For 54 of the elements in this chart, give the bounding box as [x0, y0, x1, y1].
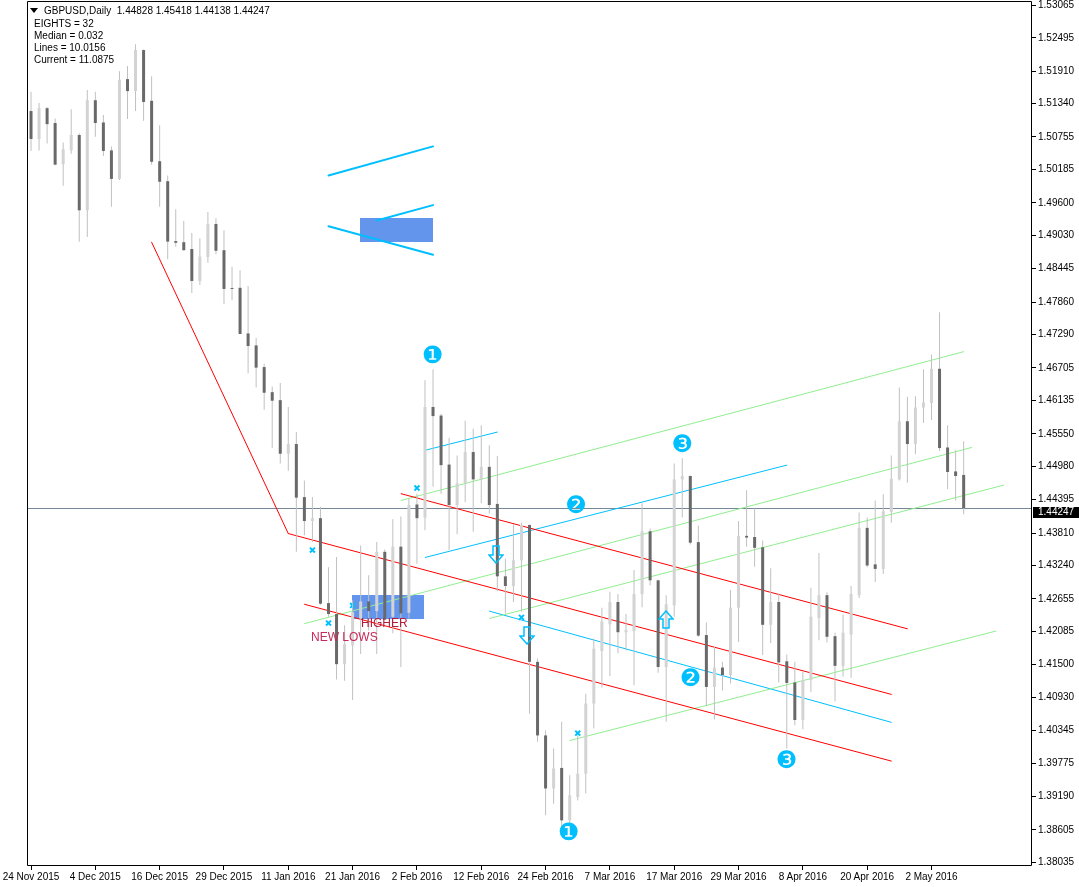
y-tick-label: 1.46705 [1038, 361, 1075, 373]
annotation: ❸ [775, 746, 798, 775]
x-tick-label: 17 Mar 2016 [646, 870, 703, 882]
y-tick-label: 1.48445 [1038, 262, 1075, 274]
y-tick-label: 1.44980 [1038, 460, 1075, 472]
x-tick-label: 2 May 2016 [905, 870, 959, 882]
y-tick-label: 1.50755 [1038, 130, 1075, 142]
y-tick-label: 1.51910 [1038, 64, 1075, 76]
y-tick-label: 1.47860 [1038, 295, 1075, 307]
x-tick-label: 16 Dec 2015 [131, 870, 189, 882]
annotation: EIGHTS = 32 [34, 17, 95, 29]
ref-line-label: 1.44247 [1038, 506, 1075, 518]
y-tick-label: 1.45550 [1038, 427, 1075, 439]
x-tick-label: 24 Nov 2015 [2, 870, 60, 882]
x-tick-label: 7 Mar 2016 [584, 870, 636, 882]
y-tick-label: 1.38035 [1038, 856, 1075, 868]
x-tick-label: 29 Dec 2015 [195, 870, 253, 882]
y-tick-label: 1.49600 [1038, 196, 1075, 208]
y-tick-label: 1.43240 [1038, 559, 1075, 571]
y-tick-label: 1.47290 [1038, 328, 1075, 340]
annotation: ❸ [671, 430, 694, 459]
x-tick-label: 20 Apr 2016 [840, 870, 895, 882]
y-tick-label: 1.49030 [1038, 229, 1075, 241]
x-tick-label: 12 Feb 2016 [453, 870, 510, 882]
y-tick-label: 1.40930 [1038, 690, 1075, 702]
y-tick-label: 1.44395 [1038, 493, 1075, 505]
y-tick-label: 1.53065 [1038, 0, 1075, 11]
y-tick-label: 1.40345 [1038, 724, 1075, 736]
x-tick-label: 24 Feb 2016 [517, 870, 575, 882]
annotation: ❶ [421, 340, 444, 369]
y-tick-label: 1.39775 [1038, 756, 1075, 768]
annotation: ❷ [679, 664, 702, 693]
x-tick-label: 2 Feb 2016 [391, 870, 443, 882]
annotation: ❶ [557, 818, 580, 847]
x-tick-label: 4 Dec 2015 [69, 870, 122, 882]
y-tick-label: 1.50185 [1038, 163, 1075, 175]
x-tick-label: 29 Mar 2016 [710, 870, 768, 882]
x-tick-label: 11 Jan 2016 [261, 870, 316, 882]
chart-title: GBPUSD,Daily 1.44828 1.45418 1.44138 1.44247 [44, 4, 271, 16]
y-tick-label: 1.39190 [1038, 790, 1075, 802]
y-tick-label: 1.46135 [1038, 394, 1075, 406]
y-tick-label: 1.42085 [1038, 625, 1075, 637]
x-tick-label: 8 Apr 2016 [778, 870, 828, 882]
annotation: ❷ [565, 490, 587, 519]
y-tick-label: 1.41500 [1038, 658, 1075, 670]
annotation: Lines = 10.0156 [34, 42, 106, 54]
x-tick-label: 21 Jan 2016 [325, 870, 381, 882]
annotation: Median = 0.032 [34, 29, 104, 41]
y-tick-label: 1.38605 [1038, 823, 1075, 835]
y-tick-label: 1.52495 [1038, 31, 1075, 43]
y-tick-label: 1.43810 [1038, 526, 1075, 538]
y-tick-label: 1.51340 [1038, 97, 1075, 109]
y-tick-label: 1.42655 [1038, 592, 1075, 604]
annotation: Current = 11.0875 [34, 54, 115, 66]
